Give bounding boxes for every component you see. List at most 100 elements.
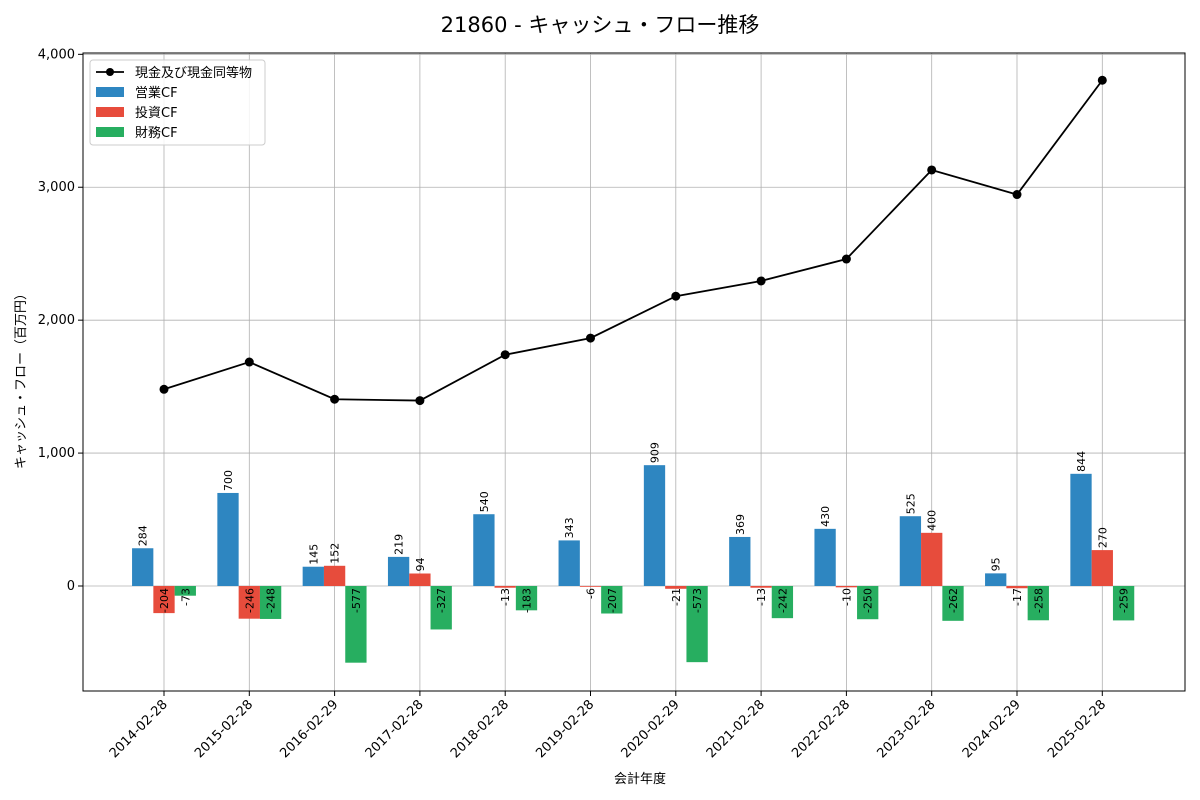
bar-value-label: -250: [862, 588, 875, 613]
bar: [430, 585, 452, 630]
bar-value-label: -573: [691, 588, 704, 613]
bar: [814, 528, 836, 586]
bar-value-label: -327: [435, 588, 448, 613]
x-tick-label: 2016-02-29: [277, 697, 341, 761]
cash-point: [415, 396, 425, 406]
cash-point: [671, 291, 681, 301]
bar-value-label: 152: [329, 543, 342, 564]
bar-value-label: 369: [734, 514, 747, 535]
bar-value-label: -246: [243, 588, 256, 613]
bar: [217, 492, 239, 586]
bar: [686, 585, 708, 663]
bar: [473, 514, 495, 586]
bar: [345, 585, 367, 663]
bar-value-label: 400: [926, 510, 939, 531]
bar: [601, 585, 623, 614]
bar: [985, 573, 1007, 586]
x-tick-label: 2025-02-28: [1045, 697, 1109, 761]
x-tick-label: 2017-02-28: [363, 697, 427, 761]
bar-value-label: 284: [137, 525, 150, 546]
bar-value-label: 94: [414, 558, 427, 572]
bar-value-label: 909: [649, 442, 662, 463]
bar-value-label: -577: [350, 588, 363, 613]
x-tick-label: 2014-02-28: [107, 697, 171, 761]
y-tick-label: 4,000: [38, 47, 75, 62]
bar-value-label: 270: [1096, 527, 1109, 548]
bar: [259, 585, 282, 619]
x-axis-title: 会計年度: [614, 771, 666, 787]
cash-point: [756, 276, 766, 286]
bar-layer: [132, 465, 1135, 663]
cash-point: [244, 357, 254, 367]
bar-value-label: -259: [1118, 588, 1131, 613]
bar-value-label: 95: [990, 557, 1003, 571]
bar-value-label: -13: [499, 588, 512, 606]
x-tick-label: 2021-02-28: [704, 697, 768, 761]
cash-point: [586, 333, 595, 343]
legend-swatch: [96, 87, 124, 97]
y-tick-label: 0: [67, 579, 75, 594]
bar-value-label: 145: [307, 544, 320, 565]
cash-point: [330, 394, 340, 404]
bar: [494, 585, 516, 588]
bar: [238, 585, 260, 619]
x-tick-label: 2018-02-28: [448, 697, 512, 761]
x-tick-label: 2023-02-28: [874, 697, 938, 761]
bar-value-label: -73: [179, 588, 192, 606]
bar: [515, 585, 538, 611]
x-tick-label: 2015-02-28: [192, 697, 256, 761]
bar: [1006, 585, 1028, 589]
bar-value-label: -13: [755, 588, 768, 606]
bar: [323, 565, 346, 586]
bar: [409, 573, 431, 586]
bar-value-label: -183: [521, 588, 534, 613]
cash-point: [841, 254, 851, 264]
x-tick-label: 2022-02-28: [789, 697, 853, 761]
bar: [1027, 585, 1049, 621]
legend-label: 財務CF: [135, 126, 178, 141]
bar: [579, 585, 602, 587]
bar-value-label: 844: [1075, 451, 1088, 472]
bar-value-label: -262: [947, 588, 960, 613]
bar-value-label: 343: [563, 517, 576, 538]
bar-value-label: -258: [1032, 588, 1045, 613]
bar: [132, 548, 154, 586]
bar-value-label: -10: [840, 588, 853, 606]
bar: [729, 536, 751, 586]
bar-value-label: -6: [585, 588, 598, 599]
grid-layer: [83, 53, 1185, 691]
legend-label: 投資CF: [135, 105, 178, 121]
bar-value-label: 700: [222, 470, 235, 491]
x-tick-label: 2020-02-29: [619, 697, 683, 761]
bar: [771, 585, 794, 619]
bar-value-label: -17: [1011, 588, 1024, 606]
plot-frame: [82, 52, 1186, 692]
cash-point: [927, 165, 937, 175]
y-tick-label: 3,000: [38, 180, 75, 195]
bar: [835, 585, 858, 588]
bar-value-label: -21: [670, 588, 683, 606]
bar-value-label: -204: [158, 588, 171, 613]
x-tick-label: 2019-02-28: [533, 697, 597, 761]
bar-value-label: 525: [904, 493, 917, 514]
legend-label: 営業CF: [135, 85, 178, 101]
bar-value-label: -207: [606, 588, 619, 613]
bar: [750, 585, 772, 588]
cash-point: [1097, 75, 1107, 85]
x-tick-label: 2024-02-29: [960, 697, 1024, 761]
bar: [1070, 473, 1092, 586]
legend-box: [89, 59, 266, 146]
legend-label: 現金及び現金同等物: [135, 65, 252, 81]
bar: [302, 566, 324, 586]
legend-swatch: [96, 127, 124, 137]
cash-point: [159, 384, 169, 394]
bar: [857, 585, 879, 620]
y-tick-label: 2,000: [38, 313, 75, 328]
bar-value-label: 540: [478, 491, 491, 512]
bar: [1091, 550, 1113, 586]
bar: [921, 532, 943, 586]
bar: [387, 556, 410, 586]
bar: [1112, 585, 1135, 621]
